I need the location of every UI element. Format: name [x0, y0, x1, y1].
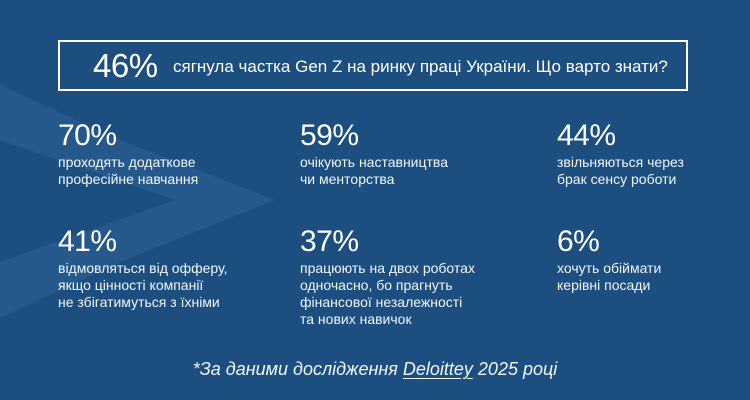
stat-label: проходять додаткове професійне навчання: [58, 154, 199, 187]
stat-label: очікують наставництва чи менторства: [300, 154, 448, 187]
headline-text: сягнула частка Gen Z на ринку праці Укра…: [173, 57, 668, 76]
stat-value: 37%: [300, 225, 359, 258]
stat-leadership: 6% хочуть обіймати керівні посади: [557, 226, 661, 294]
stat-label: звільняються через брак сенсу роботи: [557, 154, 684, 187]
footnote-prefix: *За даними дослідження: [192, 359, 403, 379]
stat-label: працюють на двох роботах одночасно, бо п…: [300, 260, 475, 327]
stat-value: 44%: [557, 119, 616, 152]
stat-value: 59%: [300, 119, 359, 152]
stat-value: 41%: [58, 225, 117, 258]
footnote-suffix: 2025 році: [472, 359, 558, 379]
headline-box: 46% сягнула частка Gen Z на ринку праці …: [58, 40, 688, 91]
stat-value: 6%: [557, 225, 600, 258]
stat-label: хочуть обіймати керівні посади: [557, 260, 662, 293]
stat-training: 70% проходять додаткове професійне навча…: [58, 120, 198, 188]
footnote-source: Deloittey: [402, 359, 473, 379]
footnote: *За даними дослідження Deloittey 2025 ро…: [0, 358, 750, 380]
stat-value: 70%: [58, 119, 117, 152]
stat-label: відмовляться від офферу, якщо цінності к…: [58, 260, 228, 310]
stat-values-mismatch: 41% відмовляться від офферу, якщо ціннос…: [58, 226, 228, 311]
headline-value: 46%: [93, 47, 158, 84]
stat-two-jobs: 37% працюють на двох роботах одночасно, …: [300, 226, 475, 328]
stat-mentorship: 59% очікують наставництва чи менторства: [300, 120, 448, 188]
stat-meaning: 44% звільняються через брак сенсу роботи: [557, 120, 684, 188]
